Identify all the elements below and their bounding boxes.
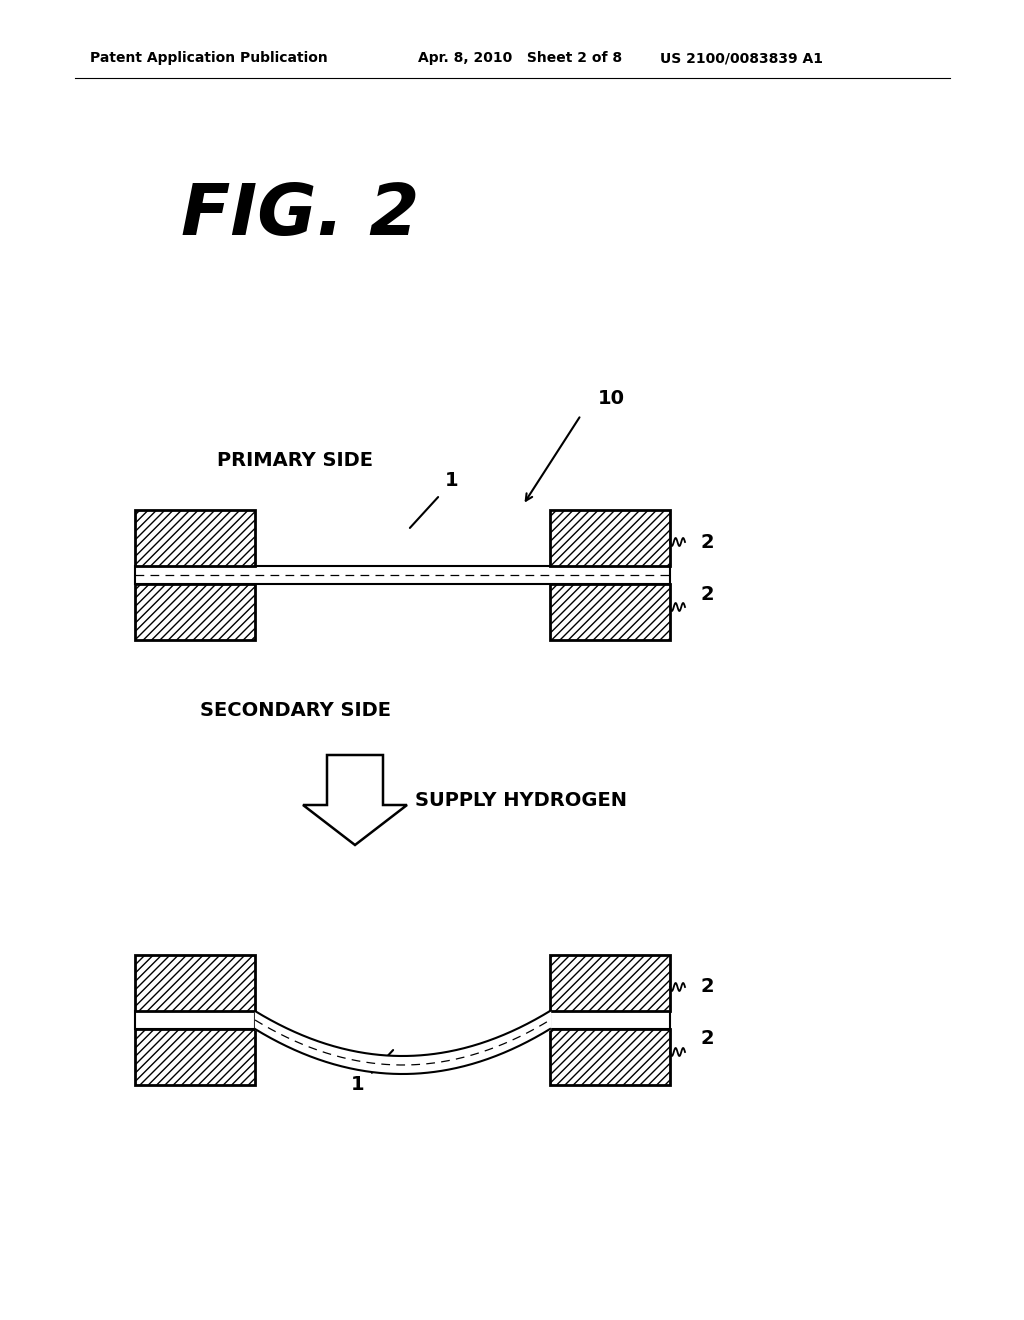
- Text: US 2100/0083839 A1: US 2100/0083839 A1: [660, 51, 823, 65]
- Text: 10: 10: [598, 388, 625, 408]
- Bar: [550, 510, 670, 566]
- Bar: [135, 510, 255, 566]
- Text: Patent Application Publication: Patent Application Publication: [90, 51, 328, 65]
- Bar: [135, 566, 670, 583]
- Text: 2: 2: [700, 586, 714, 605]
- Bar: [135, 1011, 255, 1030]
- Polygon shape: [303, 755, 407, 845]
- Text: 2: 2: [700, 978, 714, 997]
- Bar: [550, 1030, 670, 1085]
- Text: 1: 1: [445, 470, 459, 490]
- Text: SECONDARY SIDE: SECONDARY SIDE: [200, 701, 390, 719]
- Text: FIG. 2: FIG. 2: [181, 181, 419, 249]
- Bar: [550, 1011, 670, 1030]
- Text: 2: 2: [700, 533, 714, 553]
- Text: 1: 1: [351, 1076, 365, 1094]
- Bar: [550, 954, 670, 1011]
- Text: PRIMARY SIDE: PRIMARY SIDE: [217, 450, 373, 470]
- Bar: [135, 954, 255, 1011]
- Text: 2: 2: [700, 1030, 714, 1048]
- Bar: [135, 583, 255, 640]
- Text: SUPPLY HYDROGEN: SUPPLY HYDROGEN: [415, 791, 627, 809]
- Bar: [135, 1030, 255, 1085]
- Bar: [550, 583, 670, 640]
- Text: Apr. 8, 2010   Sheet 2 of 8: Apr. 8, 2010 Sheet 2 of 8: [418, 51, 623, 65]
